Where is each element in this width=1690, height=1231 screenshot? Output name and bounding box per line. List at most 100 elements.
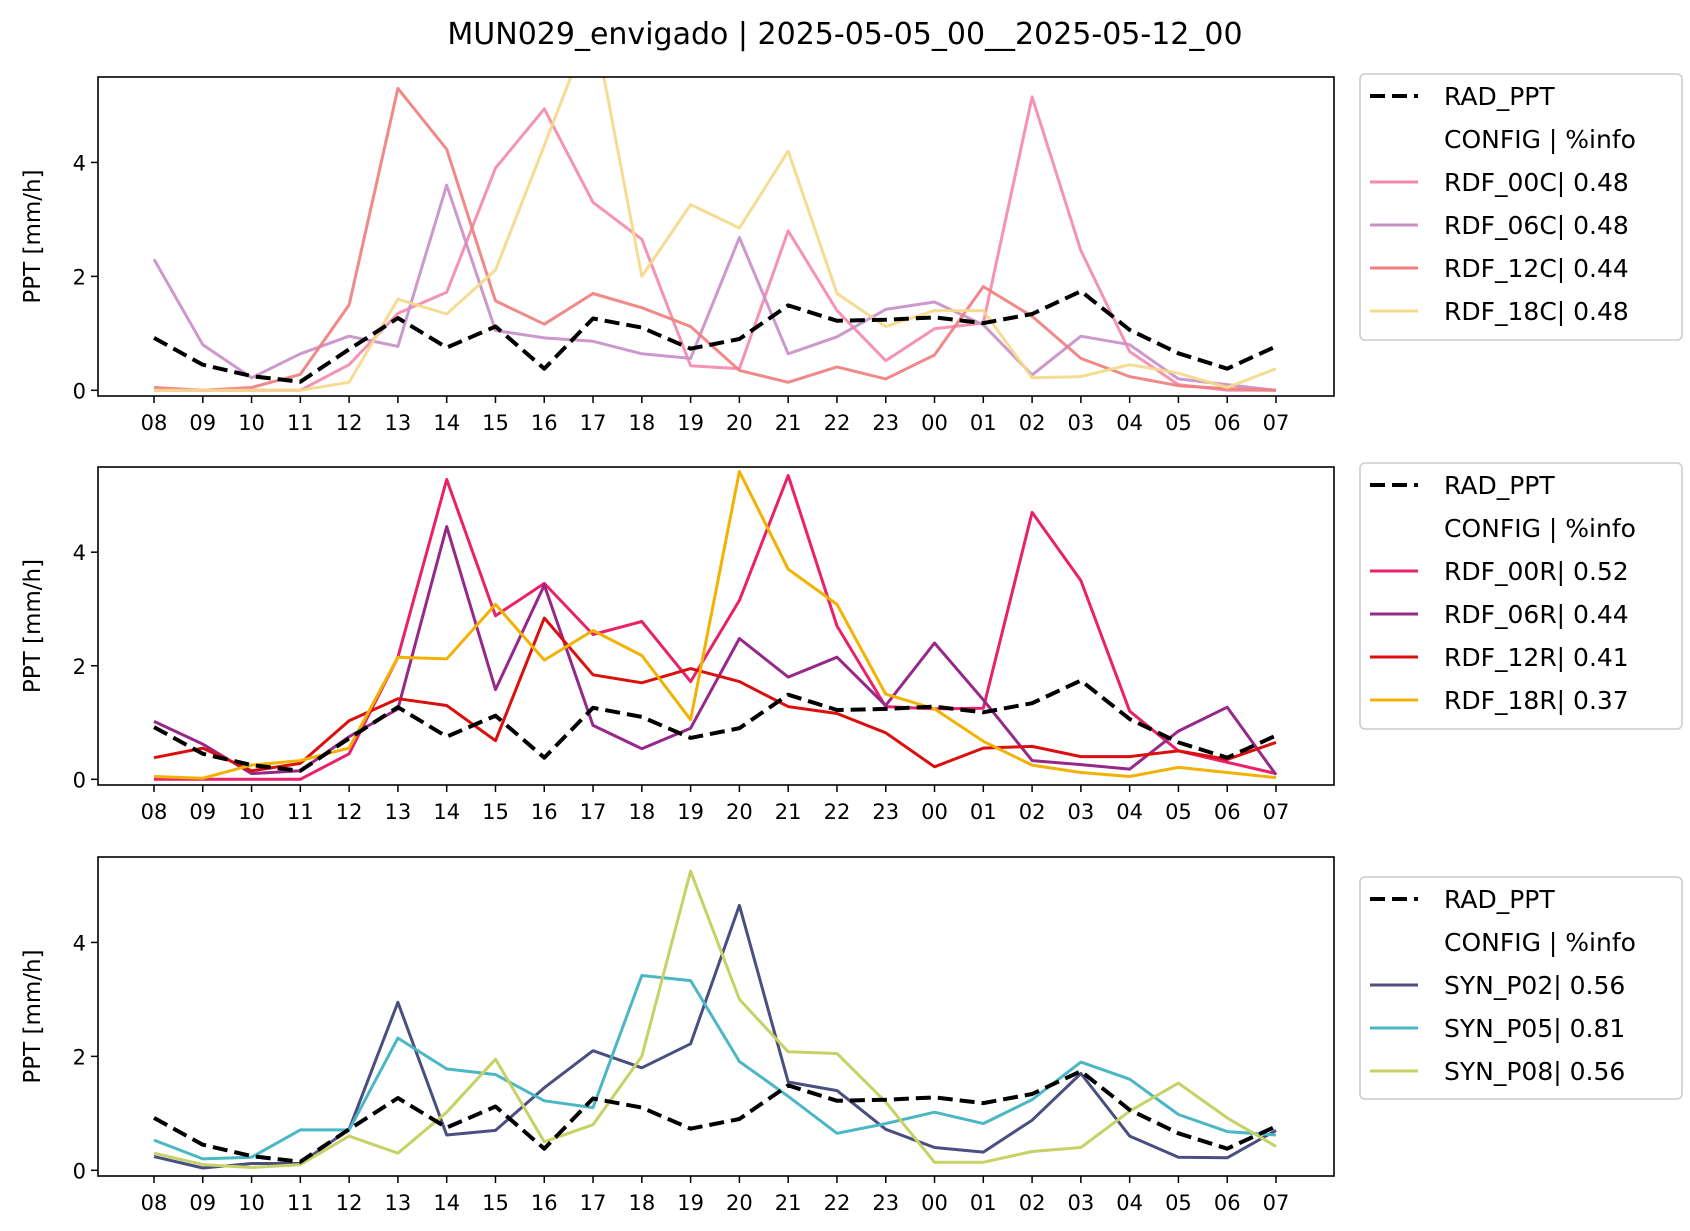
panels: 08 09 10 11 12 13 14 15 16 17 18 19 20 21 22 23 00 01 02 03…: [20, 73, 1683, 1215]
legend-header: CONFIG | %info: [1444, 125, 1636, 154]
y-axis-label: PPT [mm/h]: [20, 169, 46, 303]
plot-area: [153, 470, 1278, 781]
x-tick-label: 12: [336, 800, 363, 824]
x-tick-label: 21: [775, 411, 802, 435]
series-line-rdf_12c: [153, 86, 1277, 392]
x-tick-label: 08: [141, 800, 168, 824]
series-line-rdf_18r: [153, 470, 1277, 780]
x-tick-label: 02: [1019, 800, 1046, 824]
x-tick-label: 05: [1165, 1191, 1192, 1215]
x-tick-label: 19: [677, 1191, 704, 1215]
series-line-rad_ppt: [153, 678, 1277, 773]
x-tick-label: 20: [726, 411, 753, 435]
legend-entry: RDF_00R| 0.52: [1444, 557, 1629, 586]
legend-entry: RDF_00C| 0.48: [1444, 168, 1629, 197]
plot-area: [153, 869, 1277, 1170]
x-tick-label: 19: [677, 411, 704, 435]
x-tick-label: 14: [433, 800, 460, 824]
x-tick-label: 18: [628, 800, 655, 824]
y-tick-label: 2: [73, 1045, 86, 1069]
legend-entry: RDF_06R| 0.44: [1444, 600, 1629, 629]
x-tick-label: 07: [1263, 411, 1290, 435]
y-tick-label: 2: [73, 265, 86, 289]
x-tick-label: 00: [921, 411, 948, 435]
x-tick-label: 10: [238, 1191, 265, 1215]
y-tick-label: 4: [73, 151, 86, 175]
x-tick-label: 01: [970, 411, 997, 435]
x-tick-label: 08: [141, 411, 168, 435]
x-tick-label: 07: [1263, 1191, 1290, 1215]
x-tick-label: 17: [580, 1191, 607, 1215]
x-tick-label: 19: [677, 800, 704, 824]
x-tick-label: 01: [970, 1191, 997, 1215]
series-line-syn_p05: [153, 974, 1277, 1161]
axes-frame: [97, 76, 1335, 397]
legend-frame: [1359, 73, 1683, 341]
x-tick-label: 13: [385, 1191, 412, 1215]
legend-entry: RDF_18R| 0.37: [1444, 686, 1629, 715]
x-tick-label: 09: [189, 411, 216, 435]
x-tick-label: 03: [1068, 1191, 1095, 1215]
y-tick-label: 0: [73, 1159, 86, 1183]
plot-area: [152, 77, 1277, 392]
x-tick-label: 23: [872, 800, 899, 824]
legend-entry: SYN_P02| 0.56: [1444, 971, 1625, 1000]
x-tick-label: 05: [1165, 411, 1192, 435]
x-tick-label: 14: [433, 1191, 460, 1215]
x-tick-label: 20: [726, 1191, 753, 1215]
series-line-rdf_06c: [152, 183, 1277, 392]
x-tick-label: 11: [287, 1191, 314, 1215]
figure-suptitle: MUN029_envigado | 2025-05-05_00__2025-05…: [447, 17, 1242, 52]
x-tick-label: 15: [482, 411, 509, 435]
legend-entry: RAD_PPT: [1444, 82, 1555, 111]
legend-entry: RDF_18C| 0.48: [1444, 297, 1629, 326]
y-axis-label: PPT [mm/h]: [20, 559, 46, 693]
y-tick-label: 4: [73, 541, 86, 565]
x-tick-label: 04: [1116, 1191, 1143, 1215]
x-tick-label: 04: [1116, 800, 1143, 824]
x-tick-label: 09: [189, 1191, 216, 1215]
x-tick-label: 18: [628, 1191, 655, 1215]
x-tick-label: 03: [1068, 800, 1095, 824]
series-line-syn_p08: [153, 869, 1277, 1169]
y-tick-label: 4: [73, 931, 86, 955]
x-tick-label: 23: [872, 1191, 899, 1215]
x-tick-label: 21: [775, 800, 802, 824]
x-tick-label: 21: [775, 1191, 802, 1215]
x-tick-label: 17: [580, 411, 607, 435]
x-tick-label: 13: [385, 800, 412, 824]
x-tick-label: 02: [1019, 411, 1046, 435]
x-tick-label: 10: [238, 800, 265, 824]
y-axis-label: PPT [mm/h]: [20, 949, 46, 1083]
y-tick-label: 2: [73, 655, 86, 679]
x-tick-label: 06: [1214, 411, 1241, 435]
legend-entry: SYN_P05| 0.81: [1444, 1014, 1625, 1043]
x-tick-label: 06: [1214, 1191, 1241, 1215]
x-tick-label: 01: [970, 800, 997, 824]
x-tick-label: 17: [580, 800, 607, 824]
x-tick-label: 04: [1116, 411, 1143, 435]
x-tick-label: 16: [531, 800, 558, 824]
legend-entry: RDF_12C| 0.44: [1444, 254, 1629, 283]
x-tick-label: 06: [1214, 800, 1241, 824]
x-tick-label: 11: [287, 411, 314, 435]
axes-frame: [97, 466, 1335, 786]
x-tick-label: 15: [482, 800, 509, 824]
legend: RAD_PPT CONFIG | %info RDF_00R| 0.52 RDF_06…: [1359, 462, 1683, 730]
x-tick-label: 05: [1165, 800, 1192, 824]
legend-header: CONFIG | %info: [1444, 514, 1636, 543]
x-tick-label: 11: [287, 800, 314, 824]
x-tick-label: 13: [385, 411, 412, 435]
series-line-rdf_18c: [154, 77, 1277, 392]
x-tick-label: 15: [482, 1191, 509, 1215]
series-line-rad_ppt: [153, 1069, 1277, 1164]
legend-entry: RAD_PPT: [1444, 471, 1555, 500]
series-line-rdf_00c: [154, 95, 1276, 392]
legend-entry: SYN_P08| 0.56: [1444, 1057, 1625, 1086]
y-tick-label: 0: [73, 768, 86, 792]
legend-frame: [1359, 876, 1683, 1100]
x-tick-label: 22: [824, 411, 851, 435]
x-tick-label: 07: [1263, 800, 1290, 824]
x-tick-label: 00: [921, 800, 948, 824]
